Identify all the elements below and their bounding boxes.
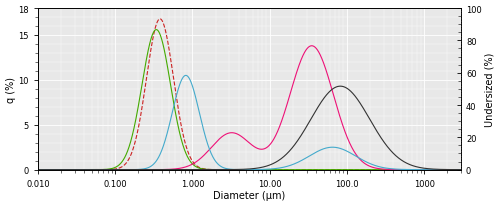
Line: Milli-Q 37C: Milli-Q 37C — [30, 87, 470, 170]
Milli-Q 4C — [187, 79, 193, 82]
Milli-Q 37C — [378, 136, 384, 138]
Milli-Q 37C — [288, 148, 294, 151]
Y-axis label: Undersized (%): Undersized (%) — [484, 52, 494, 126]
Milli-Q 4C — [288, 164, 294, 167]
PBS 37C — [187, 164, 193, 167]
Milli-Q 37C — [187, 169, 193, 171]
PBS 4C — [288, 169, 294, 171]
Initial particle size — [378, 169, 384, 171]
PBS 37C — [28, 169, 34, 171]
Milli-Q 4C — [468, 169, 473, 171]
Initial particle size — [28, 169, 34, 171]
PBS 37C — [468, 169, 473, 171]
PBS 4C — [354, 169, 360, 171]
Line: Milli-Q 4C: Milli-Q 4C — [30, 76, 470, 170]
PBS 4C — [154, 29, 160, 32]
Initial particle size — [187, 156, 193, 158]
Initial particle size — [50, 169, 56, 171]
Milli-Q 37C — [354, 98, 360, 100]
PBS 4C — [468, 169, 473, 171]
Milli-Q 37C — [50, 169, 56, 171]
PBS 4C — [307, 169, 313, 171]
PBS 37C — [378, 168, 384, 170]
Milli-Q 37C — [468, 169, 473, 171]
Line: Initial particle size: Initial particle size — [30, 20, 470, 170]
Line: PBS 4C: PBS 4C — [30, 30, 470, 170]
Milli-Q 4C — [307, 154, 313, 157]
PBS 37C — [50, 169, 56, 171]
Line: PBS 37C: PBS 37C — [30, 47, 470, 170]
PBS 4C — [187, 160, 193, 162]
Y-axis label: q (%): q (%) — [6, 76, 16, 102]
Milli-Q 4C — [50, 169, 56, 171]
PBS 37C — [354, 155, 360, 157]
Milli-Q 4C — [378, 166, 384, 169]
Milli-Q 37C — [338, 85, 344, 88]
Initial particle size — [288, 169, 294, 171]
PBS 37C — [307, 46, 313, 48]
PBS 37C — [308, 45, 314, 48]
PBS 37C — [288, 90, 294, 93]
Initial particle size — [157, 19, 163, 21]
Milli-Q 37C — [28, 169, 34, 171]
Milli-Q 4C — [28, 169, 34, 171]
Milli-Q 37C — [307, 119, 313, 122]
Initial particle size — [307, 169, 313, 171]
Initial particle size — [354, 169, 360, 171]
Initial particle size — [468, 169, 473, 171]
PBS 4C — [378, 169, 384, 171]
PBS 4C — [28, 169, 34, 171]
PBS 4C — [50, 169, 56, 171]
Milli-Q 4C — [183, 75, 189, 77]
Milli-Q 4C — [354, 156, 360, 158]
X-axis label: Diameter (μm): Diameter (μm) — [214, 191, 286, 200]
